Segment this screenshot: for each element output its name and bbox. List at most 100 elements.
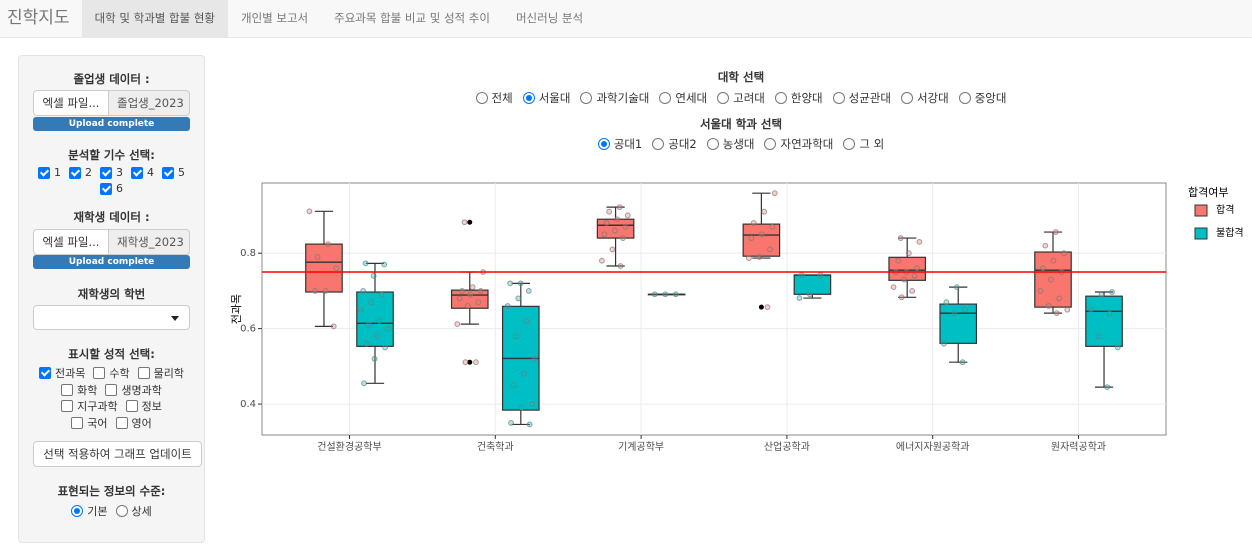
checkbox-option[interactable]: 2 [69,166,92,179]
point [376,318,383,324]
x-tick-label: 건축학과 [477,441,514,453]
radio[interactable] [522,92,535,104]
checkbox[interactable] [162,166,174,179]
checkbox[interactable] [125,400,138,412]
checkbox-option[interactable]: 물리학 [137,365,184,381]
radio[interactable] [115,505,128,517]
checkbox[interactable] [61,383,74,396]
radio-option[interactable]: 서울대 [522,90,571,106]
x-tick-label: 건설환경공학부 [317,440,381,453]
checkbox-option[interactable]: 화학 [61,382,97,398]
radio-option[interactable]: 기본 [71,503,108,519]
point [898,294,905,301]
legend-label: 불합격 [1216,226,1244,239]
point [462,359,469,366]
point [798,272,805,278]
option-label: 서울대 [538,91,571,105]
checkbox-option[interactable]: 수학 [93,365,130,381]
browse-button[interactable]: 엑셀 파일... [33,90,109,116]
radio-option[interactable]: 서강대 [900,90,949,106]
point [363,340,370,347]
point [1052,229,1059,235]
radio[interactable] [475,92,488,104]
file-name: 졸업생_2023 [109,90,190,116]
point [357,306,364,313]
checkbox-option[interactable]: 4 [131,166,154,179]
radio[interactable] [580,92,593,104]
radio[interactable] [706,138,719,150]
checkbox-option[interactable]: 정보 [125,398,162,414]
tab[interactable]: 개인별 보고서 [240,11,309,25]
radio[interactable] [774,92,787,104]
radio-option[interactable]: 농생대 [706,136,754,152]
radio[interactable] [71,505,84,517]
checkbox[interactable] [100,182,112,195]
checkbox-option[interactable]: 국어 [71,415,108,431]
label: 졸업생 데이터 : [73,72,150,86]
checkbox[interactable] [105,383,118,396]
radio[interactable] [900,92,913,104]
radio-option[interactable]: 성균관대 [832,90,891,106]
checkbox-option[interactable]: 6 [100,182,123,195]
radio-option[interactable]: 그 외 [843,136,884,152]
radio[interactable] [764,138,777,150]
radio[interactable] [843,138,856,150]
checkbox[interactable] [61,400,74,412]
point [959,359,966,366]
point [914,265,920,272]
radio[interactable] [659,92,672,104]
file-input: 엑셀 파일... 재학생_2023 [33,229,190,255]
point [611,227,618,234]
checkbox[interactable] [131,166,143,179]
point [333,265,340,272]
radio-option[interactable]: 공대1 [597,136,642,152]
univ-group: 전체 서울대 과학기술대 연세대 고려대 한양대 성균관대 서강대 중앙대 [230,90,1252,106]
radio-option[interactable]: 상세 [115,503,152,519]
checkbox[interactable] [100,166,112,179]
radio[interactable] [597,138,610,150]
checkbox[interactable] [38,166,50,179]
radio[interactable] [958,92,971,104]
radio-option[interactable]: 공대2 [652,136,697,152]
checkbox-option[interactable]: 생명과학 [105,382,162,398]
option-row: 지구과학 정보 [19,398,204,414]
tab[interactable]: 머신러닝 분석 [515,11,584,25]
select[interactable] [33,305,190,330]
point [769,223,776,230]
option-label: 한양대 [790,91,823,105]
checkbox[interactable] [71,416,84,429]
checkbox-option[interactable]: 전과목 [39,365,85,381]
radio-option[interactable]: 한양대 [774,90,823,106]
checkbox-option[interactable]: 지구과학 [61,398,118,414]
point [1045,303,1052,309]
checkbox[interactable] [93,367,106,379]
radio-option[interactable]: 과학기술대 [580,90,649,106]
tab[interactable]: 주요과목 합불 비교 및 성적 추이 [334,11,490,25]
radio-option[interactable]: 전체 [475,90,513,106]
point [518,404,525,411]
label: 분석할 기수 선택: [68,148,155,162]
radio-option[interactable]: 연세대 [659,90,707,106]
checkbox-option[interactable]: 3 [100,166,123,179]
checkbox[interactable] [137,367,150,379]
radio-option[interactable]: 자연과학대 [764,136,833,152]
point [771,190,778,197]
checkbox[interactable] [115,416,128,429]
point [459,287,466,294]
x-tick-label: 에너지자원공학과 [896,441,970,453]
browse-button[interactable]: 엑셀 파일... [33,229,109,255]
radio[interactable] [652,138,665,150]
radio[interactable] [717,92,730,104]
checkbox[interactable] [69,166,81,179]
checkbox-option[interactable]: 1 [38,166,61,179]
point [454,321,461,327]
point [624,212,631,219]
checkbox-option[interactable]: 5 [162,166,185,179]
radio-option[interactable]: 중앙대 [958,90,1006,106]
tab[interactable]: 대학 및 학과별 합불 현황 [81,0,228,37]
checkbox[interactable] [39,367,51,379]
apply-button[interactable]: 선택 적용하여 그래프 업데이트 [33,441,202,467]
radio[interactable] [832,92,845,104]
checkbox-option[interactable]: 영어 [115,415,152,431]
radio-option[interactable]: 고려대 [717,90,765,106]
